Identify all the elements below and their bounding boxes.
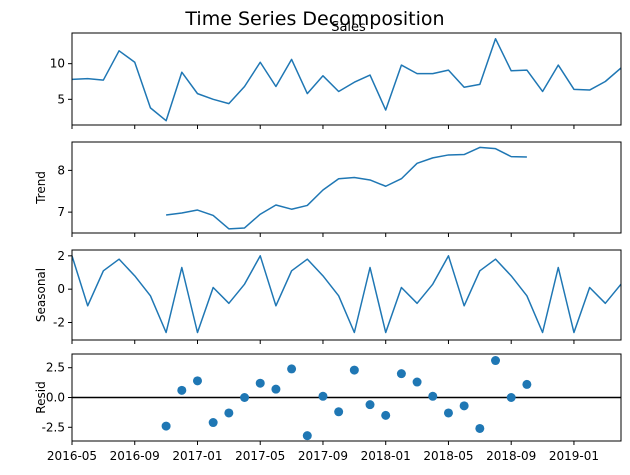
x-tick-label: 2018-05 [423,449,473,463]
y-tick-label: 8 [57,163,65,177]
data-point [506,393,516,402]
data-point [271,384,281,394]
y-tick-label: 0 [57,282,65,296]
data-point [334,407,344,417]
y-tick-label: 2 [57,249,65,263]
axes-frame [71,141,622,234]
data-point [412,377,422,387]
x-tick-label: 2016-09 [110,449,160,463]
plot-area-resid [72,356,621,441]
data-point [302,431,312,441]
data-point [177,385,187,395]
data-point [240,393,250,402]
data-point [459,401,469,411]
data-point [381,410,391,420]
x-tick-label: 2017-01 [172,449,222,463]
x-tick-label: 2017-09 [298,449,348,463]
data-point [318,391,328,401]
panel-seasonal: -2 0 2 Seasonal [34,249,622,344]
x-tick-label: 2018-09 [486,449,536,463]
axes-frame [71,32,622,126]
data-point [428,391,438,401]
axes-frame [71,249,622,341]
data-point [349,365,359,375]
data-point [491,356,501,366]
data-point [365,400,375,410]
figure-title: Time Series Decomposition [184,8,444,30]
panel-sales: 5 10 Sales [50,20,622,129]
series-line-trend [166,146,527,230]
plot-area-sales [72,37,621,122]
x-tick-label: 2019-01 [549,449,599,463]
data-point [208,418,218,428]
series-line-seasonal [72,255,621,334]
data-point [443,408,453,418]
y-tick-label: -2 [53,316,65,330]
data-point [224,408,234,418]
data-point [255,378,265,388]
plot-area-trend [166,146,527,230]
y-tick-label: 5 [57,92,65,106]
series-line-sales [72,37,621,122]
y-tick-label: 2.5 [46,361,65,375]
y-axis-label: Trend [34,171,48,205]
y-tick-label: 7 [57,205,65,219]
plot-area-seasonal [72,255,621,334]
panel-trend: 7 8 Trend [34,141,622,237]
data-point [475,423,485,433]
data-point [287,364,297,374]
x-tick-label: 2016-05 [47,449,97,463]
x-tick-label: 2017-05 [235,449,285,463]
y-tick-label: -2.5 [42,420,65,434]
x-tick-label: 2018-01 [361,449,411,463]
y-axis-label: Resid [34,381,48,413]
data-point [522,379,532,389]
panels-group: 5 10 Sales 7 8 Trend -2 0 2 Seasonal -2.5 0.0 2.5 201… [34,20,622,463]
data-point [161,421,171,431]
y-tick-label: 10 [50,57,65,71]
y-tick-label: 0.0 [46,391,65,405]
data-point [192,376,202,386]
y-axis-label: Seasonal [34,268,48,322]
data-point [396,369,406,379]
panel-resid: -2.5 0.0 2.5 2016-05 2016-09 2017-01 2017-05 20… [34,353,622,463]
panel-title: Sales [331,20,366,35]
